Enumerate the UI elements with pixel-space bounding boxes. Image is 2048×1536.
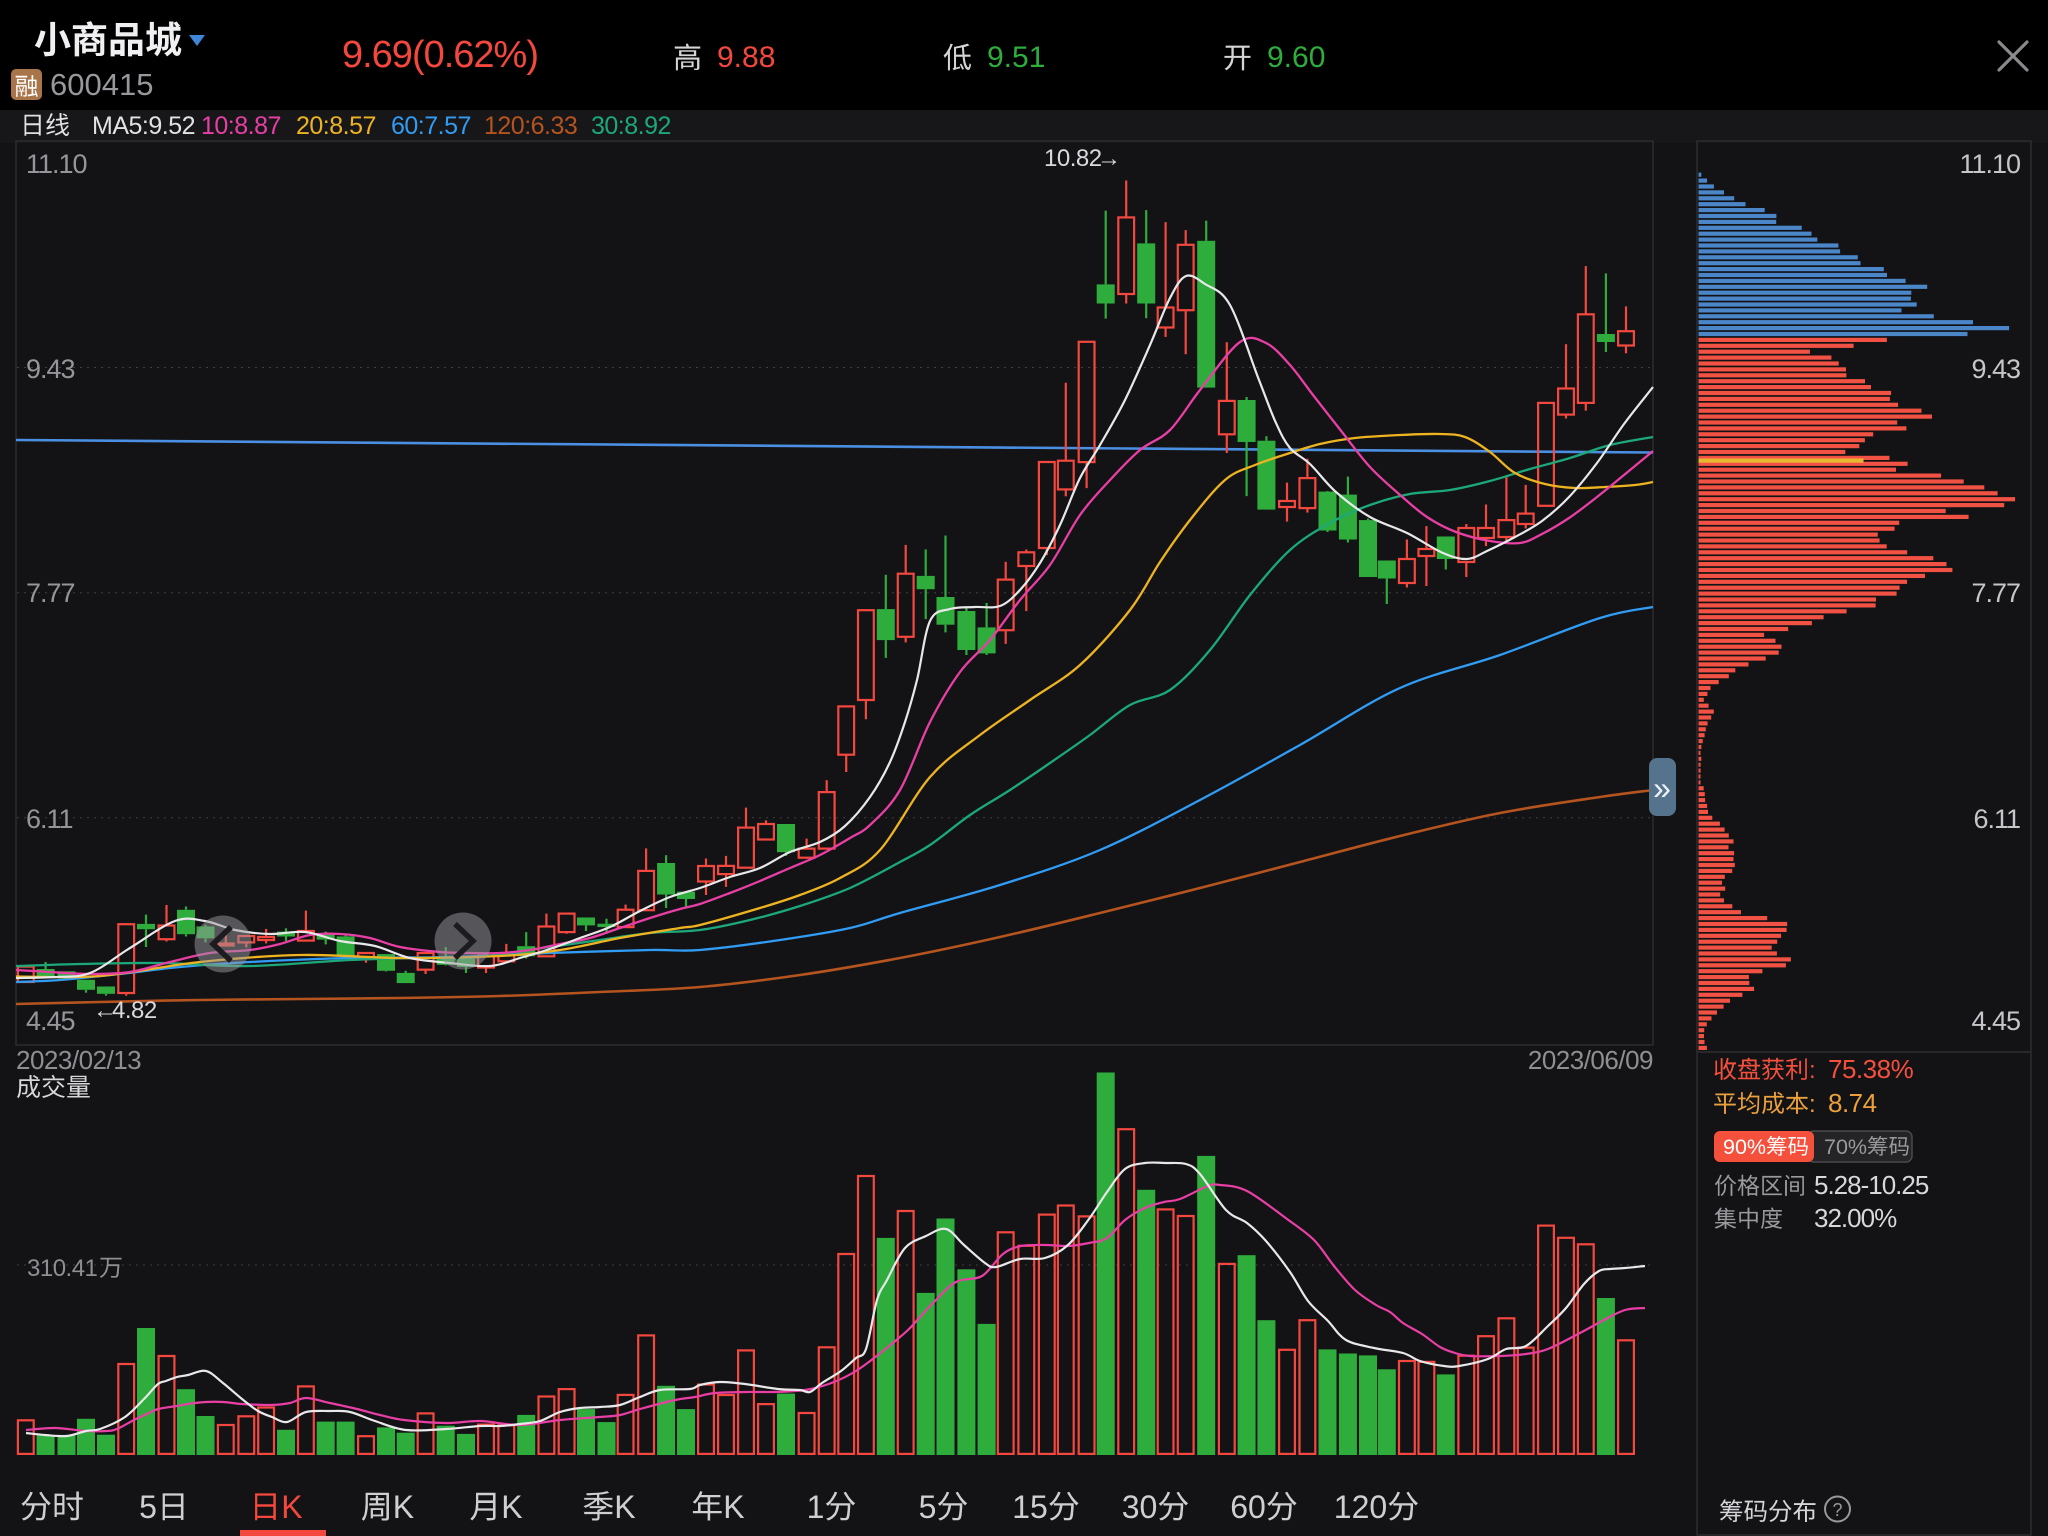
svg-text:60: 60 [1230, 1489, 1266, 1525]
svg-text:K: K [614, 1489, 635, 1525]
svg-text:4.45: 4.45 [26, 1006, 75, 1036]
svg-text:K: K [281, 1489, 302, 1525]
svg-text:9.60: 9.60 [1267, 41, 1325, 74]
svg-text:60:7.57: 60:7.57 [391, 112, 471, 140]
svg-text:20:8.57: 20:8.57 [296, 112, 376, 140]
svg-text:75.38%: 75.38% [1828, 1054, 1914, 1084]
svg-text:→: → [1097, 145, 1121, 172]
svg-text:30: 30 [1122, 1489, 1158, 1525]
svg-text:10:8.87: 10:8.87 [201, 112, 281, 140]
svg-text:4.45: 4.45 [1971, 1006, 2020, 1036]
svg-text:5: 5 [139, 1489, 157, 1525]
svg-text:7.77: 7.77 [1971, 578, 2020, 608]
svg-text::: : [1809, 1091, 1816, 1118]
svg-text:K: K [723, 1489, 744, 1525]
svg-text:K: K [393, 1489, 414, 1525]
svg-text:2023/06/09: 2023/06/09 [1528, 1045, 1653, 1075]
svg-text:120: 120 [1334, 1489, 1387, 1525]
svg-text:MA5:9.52: MA5:9.52 [92, 112, 195, 140]
svg-text:600415: 600415 [50, 67, 153, 102]
svg-text:K: K [501, 1489, 522, 1525]
svg-text:30:8.92: 30:8.92 [591, 112, 671, 140]
svg-text:90%: 90% [1723, 1135, 1766, 1159]
svg-text:6.11: 6.11 [26, 804, 73, 834]
svg-text:310.41: 310.41 [27, 1255, 98, 1282]
svg-text:8.74: 8.74 [1828, 1088, 1877, 1118]
svg-text:6.11: 6.11 [1973, 804, 2020, 834]
svg-text:5: 5 [919, 1489, 937, 1525]
svg-text:5.28-10.25: 5.28-10.25 [1814, 1170, 1929, 1200]
svg-text:9.88: 9.88 [717, 41, 775, 74]
svg-text:2023/02/13: 2023/02/13 [16, 1045, 141, 1075]
svg-text:9.43: 9.43 [26, 354, 75, 384]
svg-text:?: ? [1832, 1500, 1842, 1520]
svg-text::: : [1809, 1057, 1816, 1084]
svg-text:7.77: 7.77 [26, 578, 75, 608]
svg-text:←: ← [93, 997, 117, 1024]
svg-text:11.10: 11.10 [1959, 149, 2020, 179]
svg-text:»: » [1653, 770, 1671, 806]
svg-text:9.69(0.62%): 9.69(0.62%) [342, 34, 538, 76]
svg-text:10.82: 10.82 [1044, 145, 1102, 172]
svg-text:11.10: 11.10 [26, 149, 87, 179]
svg-text:9.51: 9.51 [987, 41, 1045, 74]
svg-text:120:6.33: 120:6.33 [484, 112, 577, 140]
svg-text:70%: 70% [1824, 1135, 1867, 1159]
svg-text:32.00%: 32.00% [1814, 1203, 1897, 1233]
svg-text:4.82: 4.82 [112, 997, 157, 1024]
svg-text:15: 15 [1012, 1489, 1048, 1525]
svg-text:1: 1 [807, 1489, 825, 1525]
svg-text:9.43: 9.43 [1971, 354, 2020, 384]
